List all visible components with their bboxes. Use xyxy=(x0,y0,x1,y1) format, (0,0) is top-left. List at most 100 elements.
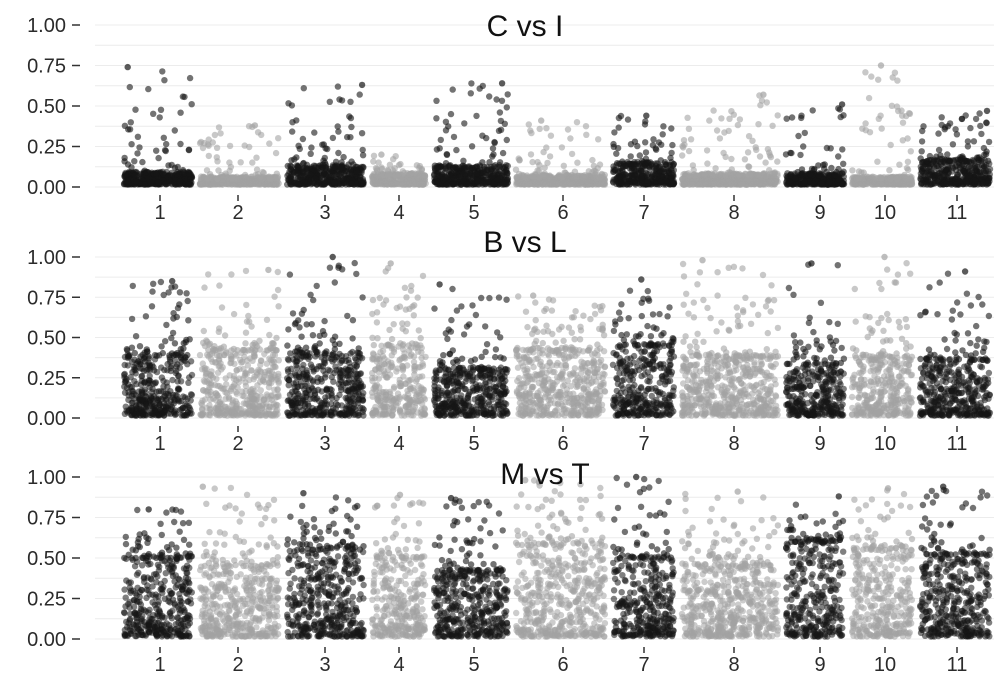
data-point xyxy=(485,178,492,186)
data-point xyxy=(442,118,450,126)
data-point xyxy=(188,371,196,379)
data-point xyxy=(129,387,136,395)
data-point xyxy=(184,409,192,416)
data-point xyxy=(500,181,507,188)
data-point xyxy=(638,174,645,181)
data-point xyxy=(795,132,802,140)
data-point xyxy=(176,364,184,371)
data-point xyxy=(447,110,455,118)
data-point xyxy=(203,175,210,182)
y-tick-label: 1.00 xyxy=(27,15,66,37)
data-point xyxy=(159,170,167,178)
data-point xyxy=(968,164,975,171)
data-point xyxy=(321,176,329,184)
data-point xyxy=(356,91,363,98)
data-point xyxy=(710,107,717,114)
data-point xyxy=(532,170,539,178)
data-point xyxy=(669,141,676,149)
y-axis: 0.00 0.25 0.50 0.75 1.00 xyxy=(27,15,80,199)
data-point xyxy=(624,116,632,123)
data-point xyxy=(248,176,255,183)
data-point xyxy=(421,172,429,179)
data-point xyxy=(324,145,331,153)
data-point xyxy=(266,175,273,182)
data-point xyxy=(800,143,807,150)
data-point xyxy=(521,174,528,181)
data-point xyxy=(904,135,911,142)
data-point xyxy=(128,344,136,351)
data-point xyxy=(226,142,234,150)
data-point xyxy=(122,170,129,178)
data-point xyxy=(858,175,866,182)
data-point xyxy=(983,119,990,126)
data-point xyxy=(177,140,184,148)
data-point xyxy=(184,297,191,305)
data-point xyxy=(543,144,550,151)
data-point xyxy=(403,178,410,185)
data-point xyxy=(294,181,302,188)
data-point xyxy=(957,154,964,161)
data-point xyxy=(938,121,945,129)
data-point xyxy=(974,181,981,188)
data-point xyxy=(378,165,386,173)
data-point xyxy=(613,150,620,157)
data-point xyxy=(719,178,726,185)
data-points xyxy=(121,253,994,419)
data-point xyxy=(205,152,212,160)
data-point xyxy=(582,123,590,130)
data-point xyxy=(571,168,579,175)
data-point xyxy=(134,133,142,140)
data-point xyxy=(528,129,535,137)
data-point xyxy=(560,162,567,169)
peak-point xyxy=(983,107,991,115)
data-point xyxy=(217,130,224,137)
data-point xyxy=(683,178,690,186)
data-point xyxy=(442,127,450,134)
data-point xyxy=(501,168,509,176)
data-point xyxy=(185,379,192,386)
data-point xyxy=(704,160,711,167)
data-point xyxy=(722,172,729,179)
data-point xyxy=(496,109,504,116)
data-point xyxy=(809,107,816,114)
data-point xyxy=(725,127,732,135)
data-point xyxy=(168,406,175,413)
data-point xyxy=(131,349,138,357)
data-point xyxy=(687,136,695,143)
peak-point xyxy=(358,81,366,89)
data-point xyxy=(821,161,828,168)
data-point xyxy=(494,176,501,183)
data-point xyxy=(252,171,259,179)
data-point xyxy=(907,148,914,155)
data-point xyxy=(142,389,149,396)
x-tick-label: 7 xyxy=(638,202,649,224)
data-point xyxy=(630,161,637,168)
data-point xyxy=(131,158,138,165)
data-point xyxy=(450,180,457,187)
data-point xyxy=(124,177,131,185)
data-point xyxy=(623,181,631,188)
data-point xyxy=(774,172,781,179)
data-point xyxy=(745,163,752,170)
data-point xyxy=(703,147,711,154)
data-point xyxy=(474,177,481,185)
data-point xyxy=(984,157,992,164)
data-point xyxy=(489,173,496,180)
data-point xyxy=(228,175,236,182)
x-tick-label: 10 xyxy=(874,202,896,224)
data-point xyxy=(285,100,292,107)
data-point xyxy=(153,368,161,376)
data-point xyxy=(685,125,693,132)
data-point xyxy=(275,135,282,142)
data-point xyxy=(949,141,957,148)
data-point xyxy=(128,406,135,413)
data-point xyxy=(134,150,141,157)
data-point xyxy=(650,136,657,143)
data-point xyxy=(574,159,581,166)
data-point xyxy=(736,116,744,123)
data-point xyxy=(168,161,175,169)
data-point xyxy=(866,129,874,136)
peak-point xyxy=(538,117,545,124)
data-point xyxy=(433,115,440,122)
data-point xyxy=(299,135,307,143)
